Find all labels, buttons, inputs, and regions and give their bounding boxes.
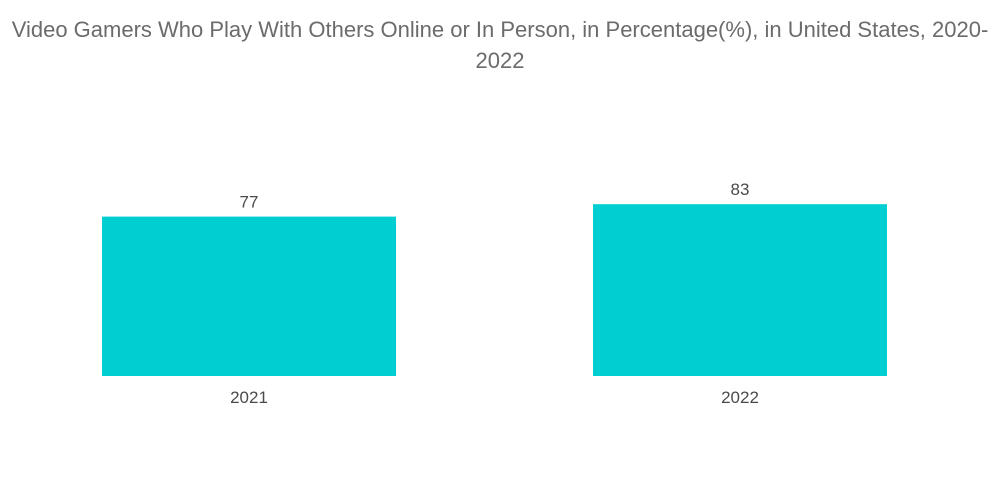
chart-title: Video Gamers Who Play With Others Online… bbox=[11, 17, 989, 73]
bars-layer bbox=[102, 204, 887, 376]
x-tick-label-2022: 2022 bbox=[721, 388, 759, 407]
data-label-2022: 83 bbox=[731, 180, 750, 199]
bar-2021 bbox=[102, 216, 396, 376]
data-label-2021: 77 bbox=[240, 193, 259, 212]
x-tick-label-2021: 2021 bbox=[230, 388, 268, 407]
labels-layer: 77 2021 83 2022 bbox=[230, 180, 759, 407]
bar-2022 bbox=[593, 204, 887, 376]
